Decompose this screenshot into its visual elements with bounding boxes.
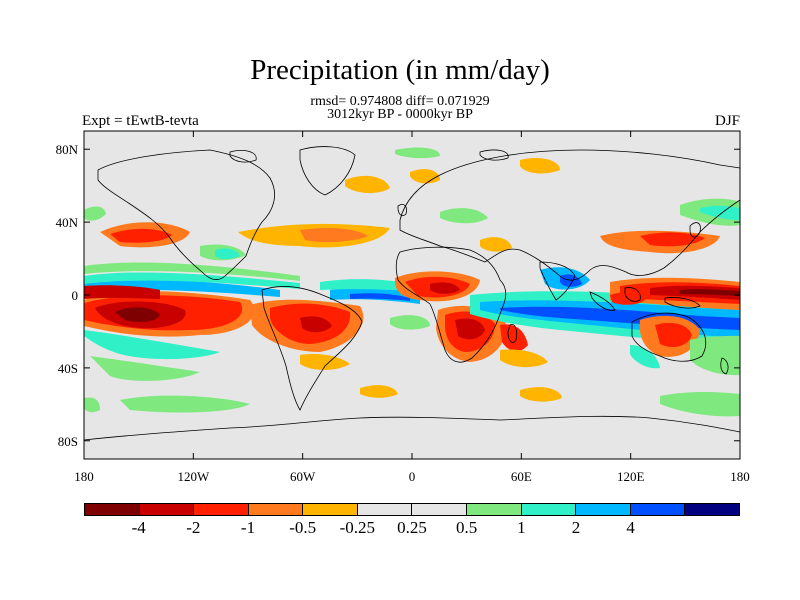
coastline-britain [397,204,407,216]
anomaly-europe-green [440,208,488,224]
lat-tick-label: 0 [72,288,79,303]
anomaly-nwpacific-teal [700,205,740,220]
coastline-madagascar [507,323,518,343]
colorbar-label: -2 [186,518,201,537]
coastlines [84,146,740,441]
anomaly-fields [84,147,740,417]
colorbar-label: 0.5 [456,518,478,537]
colorbar-label: 1 [517,518,526,537]
colorbar-label: -1 [240,518,256,537]
coastline-japan [689,222,701,238]
stats-line: rmsd= 0.974808 diff= 0.071929 [310,94,490,109]
colorbar-swatch [521,504,577,515]
coastline-arctic-islands [229,149,509,163]
anomaly-samerica-dry-south [300,354,350,370]
anomaly-se-pacific-green [690,335,740,376]
colorbar-swatch [467,504,522,515]
coastline-sumatra [589,291,616,311]
colorbar-swatch [576,504,631,515]
anomaly-arctic-dry-1 [345,175,390,194]
coastline-india [539,261,576,301]
anomaly-mideast-dry [480,237,512,252]
colorbar [84,503,740,516]
colorbar-swatch [194,504,249,515]
coastline-greenland [299,146,356,196]
anomaly-samerica-dry-core [300,316,332,333]
coastline-antarctica [84,415,740,441]
lat-tick-label: 40S [58,361,78,376]
anomaly-npacific-green [84,206,106,221]
anomaly-wpacific-dry-west-band [84,285,160,299]
anomaly-arctic-dry-3 [520,158,560,174]
colorbar-swatch [139,504,195,515]
anomaly-pacific-dry-center [115,307,160,322]
anomaly-pacific-wet-south [84,330,220,360]
colorbar-swatch [412,504,468,515]
anomaly-pacific-wet-north [84,279,280,297]
lon-tick-label: 120E [617,469,645,484]
anomaly-pacific-wet-north-edge [84,272,300,289]
colorbar-label: 2 [571,518,581,537]
anomaly-madagascar-dry-outer [500,349,548,368]
colorbar-swatch [248,504,304,515]
anomaly-africa-south-dry-core [455,318,485,340]
coastline-new-zealand [720,357,729,375]
anomaly-pacific-green-north [84,262,300,281]
anomaly-africa-north-dry-center [430,282,460,294]
coastline-north-america [97,149,275,280]
anomaly-arctic-wet [395,147,440,159]
lat-tick-label: 80S [58,434,78,449]
anomaly-arctic-dry-2 [410,169,440,184]
coastline-south-america [261,286,363,411]
anomaly-india-wet-core [560,274,582,287]
colorbar-label: -4 [131,518,146,537]
experiment-label: Expt = tEwtB-tevta [82,113,199,129]
anomaly-southern-ocean-orange-2 [360,385,398,398]
colorbar-swatch [630,504,686,515]
coastline-eurasia [399,149,740,281]
lon-tick-label: 120W [177,469,210,484]
colorbar-swatch [685,504,739,515]
lat-tick-label: 80N [56,142,79,157]
lon-tick-label: 60E [511,469,532,484]
colorbar-label: -0.25 [339,518,376,537]
anomaly-gulf-teal [215,248,240,259]
lon-tick-label: 0 [409,469,416,484]
latitude-axis: 80N 40N 0 40S 80S [56,142,740,449]
lon-tick-label: 180 [730,469,750,484]
anomaly-southern-ocean-green-2 [660,392,740,417]
anomaly-australia-wet [630,345,660,369]
coastline-borneo [624,287,641,302]
anomaly-wpacific-dry-center [680,289,740,296]
chart-title: Precipitation (in mm/day) [250,54,550,86]
colorbar-label: 4 [626,518,635,537]
anomaly-natlantic-dry-core [300,228,368,243]
period-line: 3012kyr BP - 0000kyr BP [327,107,473,122]
anomaly-atlantic-green [390,315,430,330]
longitude-axis: 180 120W 60W 0 60E 120E 180 [74,131,750,484]
anomaly-easia-dry-core [640,232,705,247]
colorbar-label: -0.5 [289,518,317,537]
anomaly-eq-atlantic-blue [350,293,410,301]
anomaly-madagascar-dry [500,324,528,352]
colorbar-swatch [357,504,413,515]
lon-tick-label: 180 [74,469,94,484]
anomaly-npacific-dry-core [110,228,172,243]
anomaly-australia-dry [655,322,692,347]
anomaly-southern-ocean-green-1 [120,395,250,413]
lon-tick-label: 60W [290,469,316,484]
coastline-africa [395,246,507,363]
lat-tick-label: 40N [56,215,79,230]
coastline-new-guinea [664,297,701,309]
colorbar-label: 0.25 [397,518,427,537]
colorbar-swatch [85,504,140,515]
coastline-australia [631,312,707,362]
colorbar-swatch [303,504,358,515]
anomaly-southern-ocean-green-3 [84,397,100,413]
season-label: DJF [714,113,740,129]
anomaly-southern-ocean-orange [520,387,562,402]
anomaly-pacific-green-south [90,356,200,381]
